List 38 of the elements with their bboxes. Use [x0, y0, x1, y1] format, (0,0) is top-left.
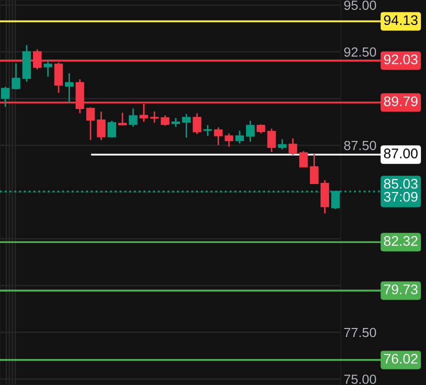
ref-line-label: 89.79 [384, 96, 418, 106]
candlestick [214, 126, 223, 146]
candlestick [288, 138, 298, 156]
candlestick [278, 138, 287, 150]
candlestick [150, 110, 159, 124]
ref-line-label: 82.32 [384, 236, 418, 246]
y-tick-label: 77.50 [344, 328, 376, 338]
ref-line-label: 94.13 [384, 15, 418, 26]
candlestick [235, 130, 244, 144]
ref-line-label: 92.03 [384, 54, 418, 64]
candlestick [299, 150, 308, 168]
candlestick [267, 128, 276, 153]
y-tick-label: 75.00 [344, 374, 376, 384]
candlestick [182, 113, 191, 138]
candlestick [246, 120, 255, 142]
candlestick [44, 58, 52, 78]
candlestick [64, 72, 74, 104]
candlestick [203, 124, 212, 137]
candlestick [12, 62, 20, 90]
candlestick [1, 86, 10, 108]
candlestick [128, 108, 138, 128]
y-tick-label: 92.50 [344, 47, 376, 57]
y-tick-label: 87.50 [344, 140, 376, 150]
ref-line-label: 87.00 [384, 148, 418, 158]
candlestick [96, 110, 106, 141]
candlestick [118, 112, 127, 126]
candlestick [310, 153, 318, 185]
y-tick-label: 95.00 [344, 0, 376, 10]
ref-line-label: 79.73 [384, 284, 418, 294]
candlestick [192, 112, 202, 135]
ref-line-label: 76.02 [384, 354, 418, 364]
ref-line-label: 85.03 [384, 178, 418, 189]
text: 37:09 [384, 192, 418, 202]
candlestick [86, 106, 95, 141]
candlestick [108, 120, 116, 138]
candlestick [320, 179, 330, 214]
candlestick [224, 132, 234, 148]
candlestick [160, 114, 170, 126]
